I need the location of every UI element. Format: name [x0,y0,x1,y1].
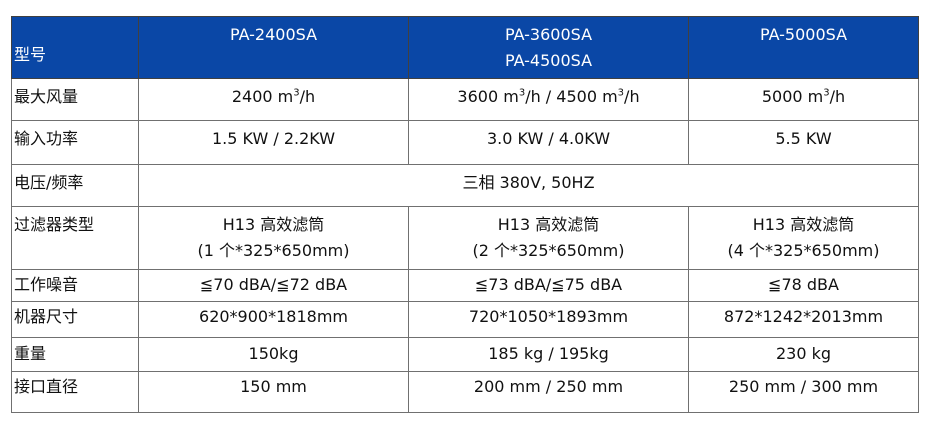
cell: ≦73 dBA/≦75 dBA [408,269,689,302]
table-row: 过滤器类型 H13 高效滤筒 (1 个*325*650mm) H13 高效滤筒 (2… [11,206,919,270]
model-cell: PA-2400SA [138,16,409,79]
cell: 185 kg / 195kg [408,337,689,372]
row-label: 工作噪音 [11,269,139,302]
row-label: 过滤器类型 [11,206,139,270]
cell: 200 mm / 250 mm [408,371,689,413]
text: (4 个*325*650mm) [727,241,880,260]
cell: 720*1050*1893mm [408,301,689,338]
cell: ≦78 dBA [688,269,919,302]
text: H13 高效滤筒 [222,215,325,234]
text: /h [829,87,846,106]
superscript: 3 [518,87,526,99]
table-row: 工作噪音 ≦70 dBA/≦72 dBA ≦73 dBA/≦75 dBA ≦78… [11,269,919,302]
cell: 620*900*1818mm [138,301,409,338]
table-row: 重量 150kg 185 kg / 195kg 230 kg [11,337,919,372]
cell: H13 高效滤筒 (1 个*325*650mm) [138,206,409,270]
cell: 2400 m3/h [138,78,409,121]
row-label: 型号 [11,16,139,79]
text: /h / 4500 m [525,87,618,106]
cell: 250 mm / 300 mm [688,371,919,413]
row-label: 重量 [11,337,139,372]
text: H13 高效滤筒 [497,215,600,234]
cell: ≦70 dBA/≦72 dBA [138,269,409,302]
row-label: 机器尺寸 [11,301,139,338]
text: /h [624,87,640,106]
header-row: 型号 PA-2400SA PA-3600SA PA-4500SA PA-5000S… [11,16,919,79]
table-row: 电压/频率 三相 380V, 50HZ [11,164,919,207]
text: (1 个*325*650mm) [197,241,350,260]
text: 5000 m [761,87,824,106]
cell: 1.5 KW / 2.2KW [138,120,409,165]
superscript: 3 [617,87,625,99]
cell: 5000 m3/h [688,78,919,121]
cell: 872*1242*2013mm [688,301,919,338]
row-label: 输入功率 [11,120,139,165]
table-row: 输入功率 1.5 KW / 2.2KW 3.0 KW / 4.0KW 5.5 K… [11,120,919,165]
text: H13 高效滤筒 [752,215,855,234]
model-cell: PA-3600SA PA-4500SA [408,16,689,79]
model-name: PA-4500SA [504,51,593,70]
cell: 三相 380V, 50HZ [138,164,919,207]
text: 2400 m [231,87,294,106]
row-label: 接口直径 [11,371,139,413]
table-row: 接口直径 150 mm 200 mm / 250 mm 250 mm / 300… [11,371,919,413]
cell: 5.5 KW [688,120,919,165]
cell: 230 kg [688,337,919,372]
text: 3600 m [457,87,519,106]
cell: 3600 m3/h / 4500 m3/h [408,78,689,121]
model-cell: PA-5000SA [688,16,919,79]
model-name: PA-3600SA [504,25,593,44]
text: (2 个*325*650mm) [472,241,625,260]
cell: 3.0 KW / 4.0KW [408,120,689,165]
superscript: 3 [823,87,830,99]
table-row: 机器尺寸 620*900*1818mm 720*1050*1893mm 872*… [11,301,919,338]
spec-table: 型号 PA-2400SA PA-3600SA PA-4500SA PA-5000S… [11,16,919,413]
row-label: 电压/频率 [11,164,139,207]
text: /h [299,87,316,106]
cell: 150 mm [138,371,409,413]
cell: 150kg [138,337,409,372]
cell: H13 高效滤筒 (4 个*325*650mm) [688,206,919,270]
superscript: 3 [293,87,300,99]
row-label: 最大风量 [11,78,139,121]
table-row: 最大风量 2400 m3/h 3600 m3/h / 4500 m3/h 500… [11,78,919,121]
cell: H13 高效滤筒 (2 个*325*650mm) [408,206,689,270]
